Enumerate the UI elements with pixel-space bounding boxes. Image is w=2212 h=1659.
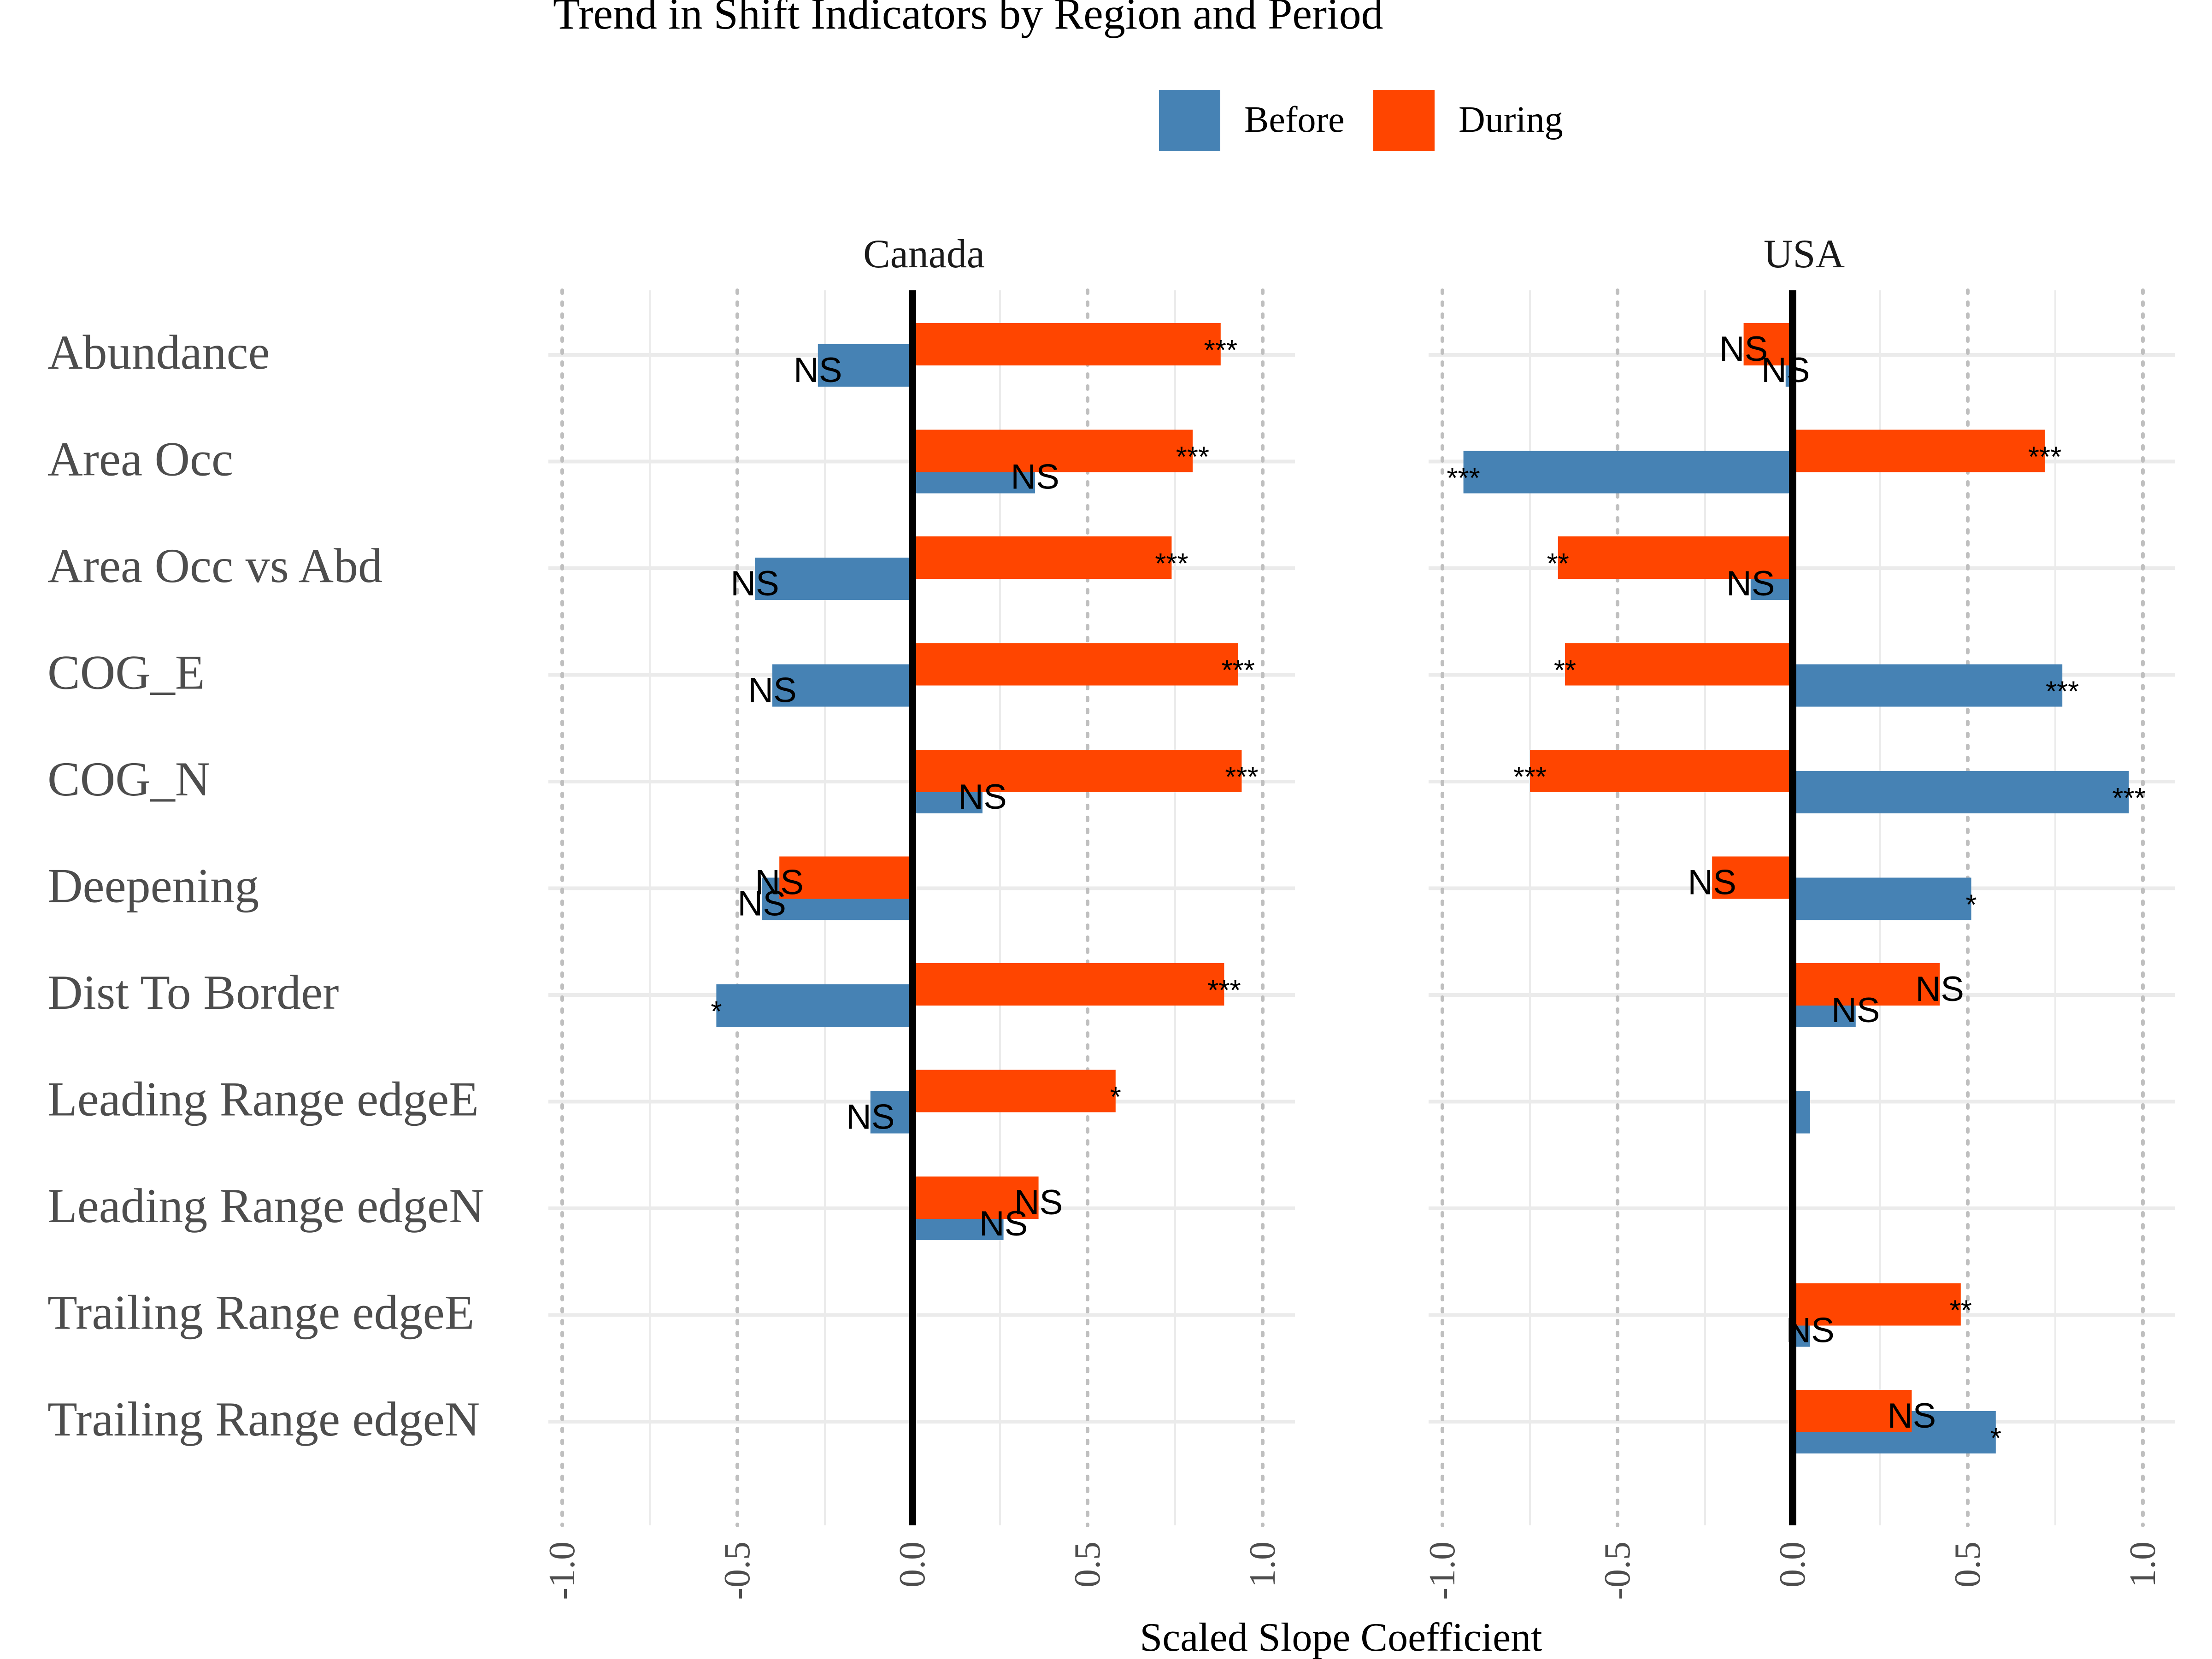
data-label-before-cog-e: NS xyxy=(748,671,797,710)
x-tick-label: 0.0 xyxy=(1772,1541,1813,1588)
bar-during-dist-to-border xyxy=(1793,963,1940,1006)
x-axis-label: Scaled Slope Coefficient xyxy=(1140,1615,1542,1659)
chart-title: Trend in Shift Indicators by Region and … xyxy=(553,0,1383,38)
legend-swatch-during xyxy=(1373,90,1435,151)
bar-during-cog-n xyxy=(1530,750,1793,792)
data-label-before-dist-to-border: * xyxy=(711,996,722,1028)
data-label-during-trailing-range-edgen: NS xyxy=(1888,1396,1936,1435)
legend-swatch-before xyxy=(1159,90,1220,151)
y-tick-label-deepening: Deepening xyxy=(47,859,259,913)
bar-during-cog-e xyxy=(912,643,1238,686)
bar-during-abundance xyxy=(1743,323,1793,365)
bar-before-abundance xyxy=(818,344,912,387)
data-label-during-area-occ-vs-abd: *** xyxy=(1155,548,1188,580)
panel-canada: CanadaNSNSNSNSNSNS*NSNS***************NS… xyxy=(542,232,1295,1600)
data-label-before-area-occ: NS xyxy=(1011,458,1059,497)
bar-during-cog-n xyxy=(912,750,1242,792)
bar-during-area-occ xyxy=(912,429,1193,472)
bar-during-trailing-range-edgee xyxy=(1793,1283,1961,1326)
bar-during-deepening xyxy=(779,856,912,899)
data-label-during-leading-range-edgen: NS xyxy=(1014,1183,1063,1222)
bar-during-trailing-range-edgen xyxy=(1793,1390,1912,1432)
bar-before-area-occ xyxy=(1463,451,1793,494)
data-label-before-abundance: NS xyxy=(794,351,842,390)
bar-before-cog-e xyxy=(772,664,912,707)
x-tick-label: -1.0 xyxy=(542,1541,582,1600)
data-label-during-deepening: NS xyxy=(755,863,804,902)
x-tick-label: -0.5 xyxy=(717,1541,758,1600)
x-tick-label: 1.0 xyxy=(1242,1541,1283,1588)
data-label-during-trailing-range-edgee: ** xyxy=(1950,1295,1972,1327)
panels: Abundance Area Occ Area Occ vs Abd COG_E COG… xyxy=(47,232,2175,1600)
bar-during-leading-range-edgee xyxy=(912,1070,1116,1112)
data-label-before-area-occ-vs-abd: NS xyxy=(1726,564,1775,603)
panel-title-usa: USA xyxy=(1764,232,1845,276)
bar-during-area-occ xyxy=(1793,429,2045,472)
bar-before-leading-range-edgee xyxy=(870,1091,912,1134)
x-tick-label: -0.5 xyxy=(1597,1541,1638,1600)
data-label-before-trailing-range-edgen: * xyxy=(1990,1423,2001,1454)
data-label-before-area-occ: *** xyxy=(1447,463,1480,494)
data-label-during-leading-range-edgee: * xyxy=(1110,1082,1121,1113)
x-tick-label: -1.0 xyxy=(1422,1541,1463,1600)
data-label-during-abundance: *** xyxy=(1204,335,1237,366)
data-label-during-cog-e: *** xyxy=(1222,655,1255,687)
bar-before-deepening xyxy=(1793,877,1971,920)
legend-label-during: During xyxy=(1459,100,1563,140)
x-tick-label: 0.0 xyxy=(892,1541,933,1588)
data-label-during-area-occ-vs-abd: ** xyxy=(1547,548,1569,580)
bar-before-cog-e xyxy=(1793,664,2063,707)
bar-during-abundance xyxy=(912,323,1221,365)
bar-before-dist-to-border xyxy=(716,984,912,1027)
y-tick-label-dist-to-border: Dist To Border xyxy=(47,965,339,1019)
data-label-before-abundance: NS xyxy=(1761,351,1810,390)
data-label-before-cog-e: *** xyxy=(2046,676,2079,708)
bar-during-leading-range-edgen xyxy=(912,1177,1039,1219)
legend-label-before: Before xyxy=(1244,100,1345,140)
y-tick-label-leading-range-edgee: Leading Range edgeE xyxy=(47,1072,479,1126)
bar-before-cog-n xyxy=(1793,771,2129,813)
data-label-during-cog-e: ** xyxy=(1554,655,1576,687)
data-label-during-abundance: NS xyxy=(1719,329,1768,369)
x-tick-label: 0.5 xyxy=(1947,1541,1988,1588)
data-label-before-dist-to-border: NS xyxy=(1831,991,1880,1030)
data-label-before-area-occ-vs-abd: NS xyxy=(730,564,779,603)
bar-during-area-occ-vs-abd xyxy=(912,536,1172,579)
data-label-during-deepening: NS xyxy=(1688,863,1736,902)
panel-title-canada: Canada xyxy=(863,232,985,276)
data-label-during-area-occ: *** xyxy=(1176,441,1209,473)
data-label-before-deepening: NS xyxy=(737,884,786,924)
data-label-before-leading-range-edgen: NS xyxy=(979,1204,1028,1243)
bar-during-deepening xyxy=(1712,856,1793,899)
y-tick-label-abundance: Abundance xyxy=(47,325,270,379)
y-tick-label-cog-n: COG_N xyxy=(47,752,210,806)
data-label-before-cog-n: *** xyxy=(2112,782,2145,814)
y-tick-label-cog-e: COG_E xyxy=(47,646,205,700)
panel-usa: USANS***NS*******NSNS*NS**********NSNS**… xyxy=(1422,232,2175,1600)
data-label-during-cog-n: *** xyxy=(1513,761,1547,793)
x-tick-label: 0.5 xyxy=(1067,1541,1108,1588)
data-label-during-dist-to-border: NS xyxy=(1915,970,1964,1009)
y-tick-label-area-occ: Area Occ xyxy=(47,432,233,486)
data-label-during-dist-to-border: *** xyxy=(1207,975,1241,1006)
data-label-during-area-occ: *** xyxy=(2028,441,2061,473)
data-label-before-cog-n: NS xyxy=(958,777,1007,817)
data-label-before-deepening: * xyxy=(1966,889,1977,921)
y-tick-label-trailing-range-edgen: Trailing Range edgeN xyxy=(47,1392,480,1446)
bar-before-area-occ-vs-abd xyxy=(755,558,912,600)
data-label-during-cog-n: *** xyxy=(1225,761,1258,793)
y-tick-label-trailing-range-edgee: Trailing Range edgeE xyxy=(47,1286,474,1340)
y-tick-label-area-occ-vs-abd: Area Occ vs Abd xyxy=(47,539,382,593)
x-tick-label: 1.0 xyxy=(2123,1541,2163,1588)
bar-during-dist-to-border xyxy=(912,963,1224,1006)
bar-during-area-occ-vs-abd xyxy=(1558,536,1793,579)
data-label-before-trailing-range-edgee: NS xyxy=(1786,1311,1835,1350)
legend: Before During xyxy=(1159,90,1563,151)
data-label-before-leading-range-edgee: NS xyxy=(846,1098,895,1137)
bar-during-cog-e xyxy=(1565,643,1793,686)
y-tick-label-leading-range-edgen: Leading Range edgeN xyxy=(47,1179,484,1233)
